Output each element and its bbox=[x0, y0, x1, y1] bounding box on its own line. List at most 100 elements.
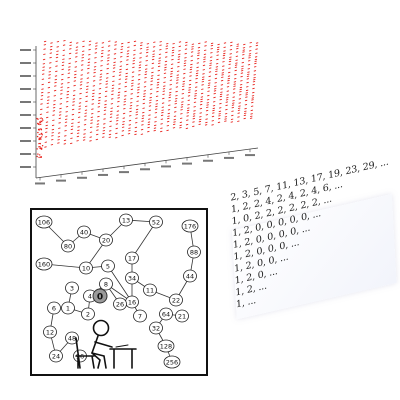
plot-point bbox=[213, 102, 215, 103]
plot-point bbox=[48, 78, 50, 79]
plot-point bbox=[83, 140, 85, 141]
plot-point bbox=[106, 73, 108, 74]
plot-point bbox=[40, 148, 41, 149]
plot-point bbox=[83, 41, 85, 42]
plot-point bbox=[130, 108, 132, 109]
plot-point bbox=[94, 67, 96, 68]
plot-point bbox=[255, 53, 257, 54]
plot-point bbox=[251, 110, 253, 111]
plot-point bbox=[202, 79, 204, 80]
plot-point bbox=[186, 124, 188, 125]
plot-point bbox=[112, 91, 114, 92]
plot-point bbox=[59, 108, 61, 109]
plot-point bbox=[110, 114, 112, 115]
plot-point bbox=[40, 156, 41, 157]
plot-point bbox=[249, 56, 251, 57]
plot-point bbox=[120, 57, 122, 58]
plot-point bbox=[207, 91, 209, 92]
plot-point bbox=[39, 134, 41, 135]
plot-point bbox=[212, 121, 214, 122]
plot-point bbox=[194, 96, 196, 97]
graph-node-label: 4 bbox=[88, 293, 92, 301]
plot-point bbox=[238, 108, 240, 109]
plot-point bbox=[69, 63, 71, 64]
plot-point bbox=[139, 62, 141, 63]
plot-point bbox=[47, 97, 49, 98]
plot-point bbox=[90, 137, 92, 138]
plot-point bbox=[247, 74, 249, 75]
plot-point bbox=[164, 70, 166, 71]
person-at-desk bbox=[76, 321, 136, 369]
plot-point bbox=[181, 110, 183, 111]
plot-point bbox=[150, 94, 152, 95]
plot-point bbox=[141, 134, 143, 135]
plot-point bbox=[68, 67, 70, 68]
plot-point bbox=[41, 121, 42, 122]
plot-point bbox=[203, 59, 205, 60]
plot-point bbox=[146, 50, 148, 51]
plot-point bbox=[242, 54, 244, 55]
graph-node-label: 6 bbox=[52, 305, 56, 313]
plot-point bbox=[113, 68, 115, 69]
plot-point bbox=[223, 58, 225, 59]
plot-point bbox=[77, 141, 79, 142]
plot-point bbox=[140, 45, 142, 46]
plot-point bbox=[153, 54, 155, 55]
plot-point bbox=[49, 75, 51, 76]
plot-point bbox=[56, 57, 58, 58]
plot-point bbox=[103, 128, 105, 129]
plot-point bbox=[252, 88, 254, 89]
plot-point bbox=[170, 84, 172, 85]
plot-point bbox=[119, 84, 121, 85]
plot-point bbox=[47, 103, 49, 104]
plot-point bbox=[237, 46, 239, 47]
plot-point bbox=[122, 131, 124, 132]
plot-point bbox=[239, 95, 241, 96]
plot-point bbox=[178, 51, 180, 52]
plot-point bbox=[42, 118, 43, 119]
plot-point bbox=[151, 72, 153, 73]
plot-point bbox=[106, 84, 108, 85]
graph-node-label: 7 bbox=[138, 313, 142, 321]
plot-point bbox=[167, 125, 169, 126]
plot-point bbox=[132, 67, 134, 68]
plot-point bbox=[174, 119, 176, 120]
plot-point bbox=[253, 79, 255, 80]
plot-point bbox=[137, 96, 139, 97]
plot-point bbox=[116, 118, 118, 119]
plot-point bbox=[75, 57, 77, 58]
plot-point bbox=[137, 90, 139, 91]
plot-point bbox=[150, 84, 152, 85]
graph-node-label: 1 bbox=[66, 305, 70, 313]
plot-point bbox=[93, 90, 95, 91]
plot-point bbox=[41, 95, 43, 96]
plot-point bbox=[223, 53, 225, 54]
plot-point bbox=[43, 54, 45, 55]
plot-point bbox=[73, 99, 75, 100]
plot-point bbox=[143, 103, 145, 104]
plot-point bbox=[129, 116, 131, 117]
plot-point bbox=[186, 120, 188, 121]
plot-point bbox=[205, 122, 207, 123]
plot-point bbox=[124, 99, 126, 100]
graph-node: 21 bbox=[176, 310, 189, 322]
plot-point bbox=[118, 88, 120, 89]
plot-point bbox=[153, 47, 155, 48]
plot-point bbox=[248, 61, 250, 62]
plot-point bbox=[82, 55, 84, 56]
graph-node-label: 48 bbox=[68, 335, 76, 343]
plot-point bbox=[181, 107, 183, 108]
plot-point bbox=[113, 71, 115, 72]
plot-point bbox=[118, 98, 120, 99]
plot-point bbox=[138, 87, 140, 88]
plot-point bbox=[188, 92, 190, 93]
plot-point bbox=[132, 72, 134, 73]
plot-point bbox=[251, 102, 253, 103]
plot-point bbox=[197, 55, 199, 56]
plot-point bbox=[107, 58, 109, 59]
desk bbox=[110, 349, 136, 368]
plot-point bbox=[245, 104, 247, 105]
plot-point bbox=[211, 48, 213, 49]
plot-point bbox=[147, 131, 149, 132]
plot-point bbox=[232, 100, 234, 101]
